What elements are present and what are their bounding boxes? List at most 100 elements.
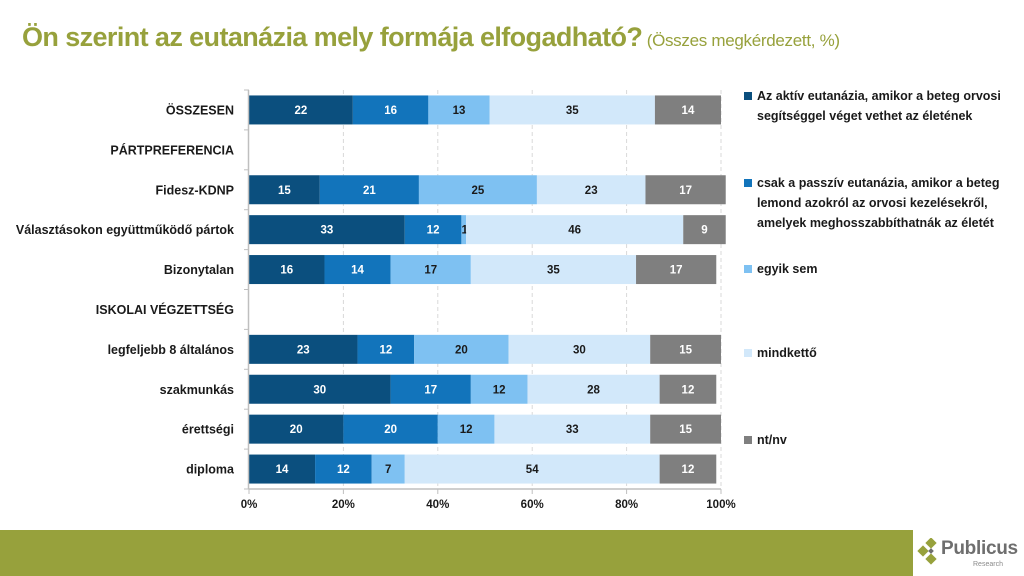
bar-segment (466, 215, 684, 245)
bar-segment (404, 215, 462, 245)
bar-segment (404, 454, 660, 484)
data-label: 17 (679, 185, 692, 197)
bars: 22 16 13 35 14 15 21 25 23 17 33 12 1 46 9 16 14 17 35 17 23… (249, 95, 726, 484)
data-label: 22 (295, 105, 308, 117)
data-label: 15 (278, 185, 291, 197)
diamond-logo-icon (917, 538, 937, 565)
bar-segment (659, 454, 717, 484)
bar-segment (319, 175, 419, 205)
bar-segment (654, 95, 721, 125)
bar-segment (390, 374, 471, 404)
footer-bar (0, 530, 1024, 576)
data-label: 28 (587, 384, 600, 396)
bar-segment (645, 175, 726, 205)
chart-title: Ön szerint az eutanázia mely formája elf… (22, 22, 840, 53)
bar-segment (470, 255, 637, 285)
data-label: 12 (379, 344, 392, 356)
category-label: diploma (186, 463, 235, 477)
category-label: Választásokon együttműködő pártok (16, 223, 234, 237)
data-label: 12 (493, 384, 506, 396)
bar-segment (650, 414, 721, 444)
data-label: 33 (320, 225, 333, 237)
data-label: 23 (585, 185, 598, 197)
bar-segment (508, 334, 651, 364)
data-label: 12 (427, 225, 440, 237)
bar-segment (437, 414, 495, 444)
data-label: 12 (682, 384, 695, 396)
data-label: 7 (385, 464, 391, 476)
x-tick-label: 100% (706, 499, 735, 511)
legend-swatch (744, 265, 752, 273)
x-tick-label: 0% (241, 499, 258, 511)
bar-segment (636, 255, 717, 285)
bar-segment (371, 454, 405, 484)
data-label: 30 (573, 344, 586, 356)
logo-subtext: Research (973, 561, 1003, 568)
data-label: 20 (455, 344, 468, 356)
bar-segment (315, 454, 372, 484)
data-label: 16 (280, 265, 293, 277)
legend-label: nt/nv (757, 433, 787, 447)
legend-item: mindkettő (744, 345, 1002, 363)
legend-swatch (744, 436, 752, 444)
category-label: PÁRTPREFERENCIA (110, 142, 234, 157)
bar-segment (249, 374, 391, 404)
data-label: 20 (384, 424, 397, 436)
data-label: 16 (384, 105, 397, 117)
legend-label: egyik sem (757, 262, 818, 276)
bar-segment (249, 454, 316, 484)
category-label: ÖSSZESEN (166, 102, 234, 117)
data-label: 30 (313, 384, 326, 396)
data-label: 9 (701, 225, 707, 237)
data-label: 25 (472, 185, 485, 197)
legend-item: Az aktív eutanázia, amikor a beteg orvos… (744, 88, 1002, 126)
data-label: 17 (424, 384, 437, 396)
bar-segment (494, 414, 651, 444)
data-label: 15 (679, 424, 692, 436)
data-label: 21 (363, 185, 376, 197)
bar-segment (650, 334, 721, 364)
legend-label: csak a passzív eutanázia, amikor a beteg… (757, 176, 1000, 230)
bar-segment (249, 255, 325, 285)
x-tick-label: 40% (426, 499, 449, 511)
publicus-logo: Publicus Research (913, 530, 1024, 576)
legend-item: nt/nv (744, 432, 1002, 450)
bar-segment (390, 255, 471, 285)
category-label: Bizonytalan (164, 263, 234, 277)
category-label: Fidesz-KDNP (156, 183, 234, 197)
data-label: 17 (424, 265, 437, 277)
data-label: 35 (566, 105, 579, 117)
axes (244, 89, 722, 494)
data-label: 33 (566, 424, 579, 436)
bar-segment (249, 334, 358, 364)
category-label: szakmunkás (160, 383, 234, 397)
bar-segment (428, 95, 490, 125)
bar-segment (414, 334, 509, 364)
x-tick-label: 60% (521, 499, 544, 511)
bar-segment (659, 374, 717, 404)
legend-label: mindkettő (757, 346, 817, 360)
bar-segment (249, 414, 344, 444)
bar-segment (249, 175, 320, 205)
bar-segment (470, 374, 528, 404)
data-label: 20 (290, 424, 303, 436)
category-label: ISKOLAI VÉGZETTSÉG (96, 302, 234, 317)
data-label: 12 (682, 464, 695, 476)
category-label: érettségi (182, 423, 234, 437)
bar-segment (357, 334, 415, 364)
title-main: Ön szerint az eutanázia mely formája elf… (22, 22, 643, 52)
data-label: 13 (453, 105, 466, 117)
bar-segment (418, 175, 537, 205)
data-label: 1 (462, 225, 469, 237)
data-label: 12 (460, 424, 473, 436)
data-label: 12 (337, 464, 350, 476)
legend-label: Az aktív eutanázia, amikor a beteg orvos… (757, 89, 1001, 123)
category-labels: ÖSSZESEN PÁRTPREFERENCIA Fidesz-KDNP Válasz… (16, 102, 235, 476)
category-label: legfeljebb 8 általános (108, 343, 234, 357)
bar-segment (461, 215, 467, 245)
bar-segment (352, 95, 429, 125)
legend-item: egyik sem (744, 261, 1002, 279)
data-label: 17 (670, 265, 683, 277)
data-label: 15 (679, 344, 692, 356)
